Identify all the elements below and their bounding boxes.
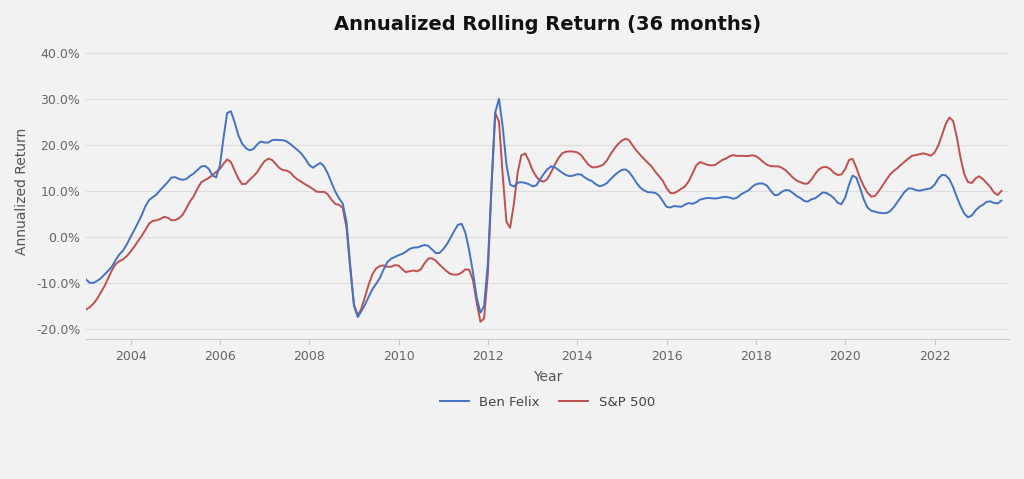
- Legend: Ben Felix, S&P 500: Ben Felix, S&P 500: [434, 391, 660, 414]
- Y-axis label: Annualized Return: Annualized Return: [15, 127, 29, 255]
- X-axis label: Year: Year: [532, 370, 562, 384]
- Line: S&P 500: S&P 500: [86, 113, 1001, 322]
- Line: Ben Felix: Ben Felix: [86, 99, 1001, 317]
- Title: Annualized Rolling Return (36 months): Annualized Rolling Return (36 months): [334, 15, 761, 34]
